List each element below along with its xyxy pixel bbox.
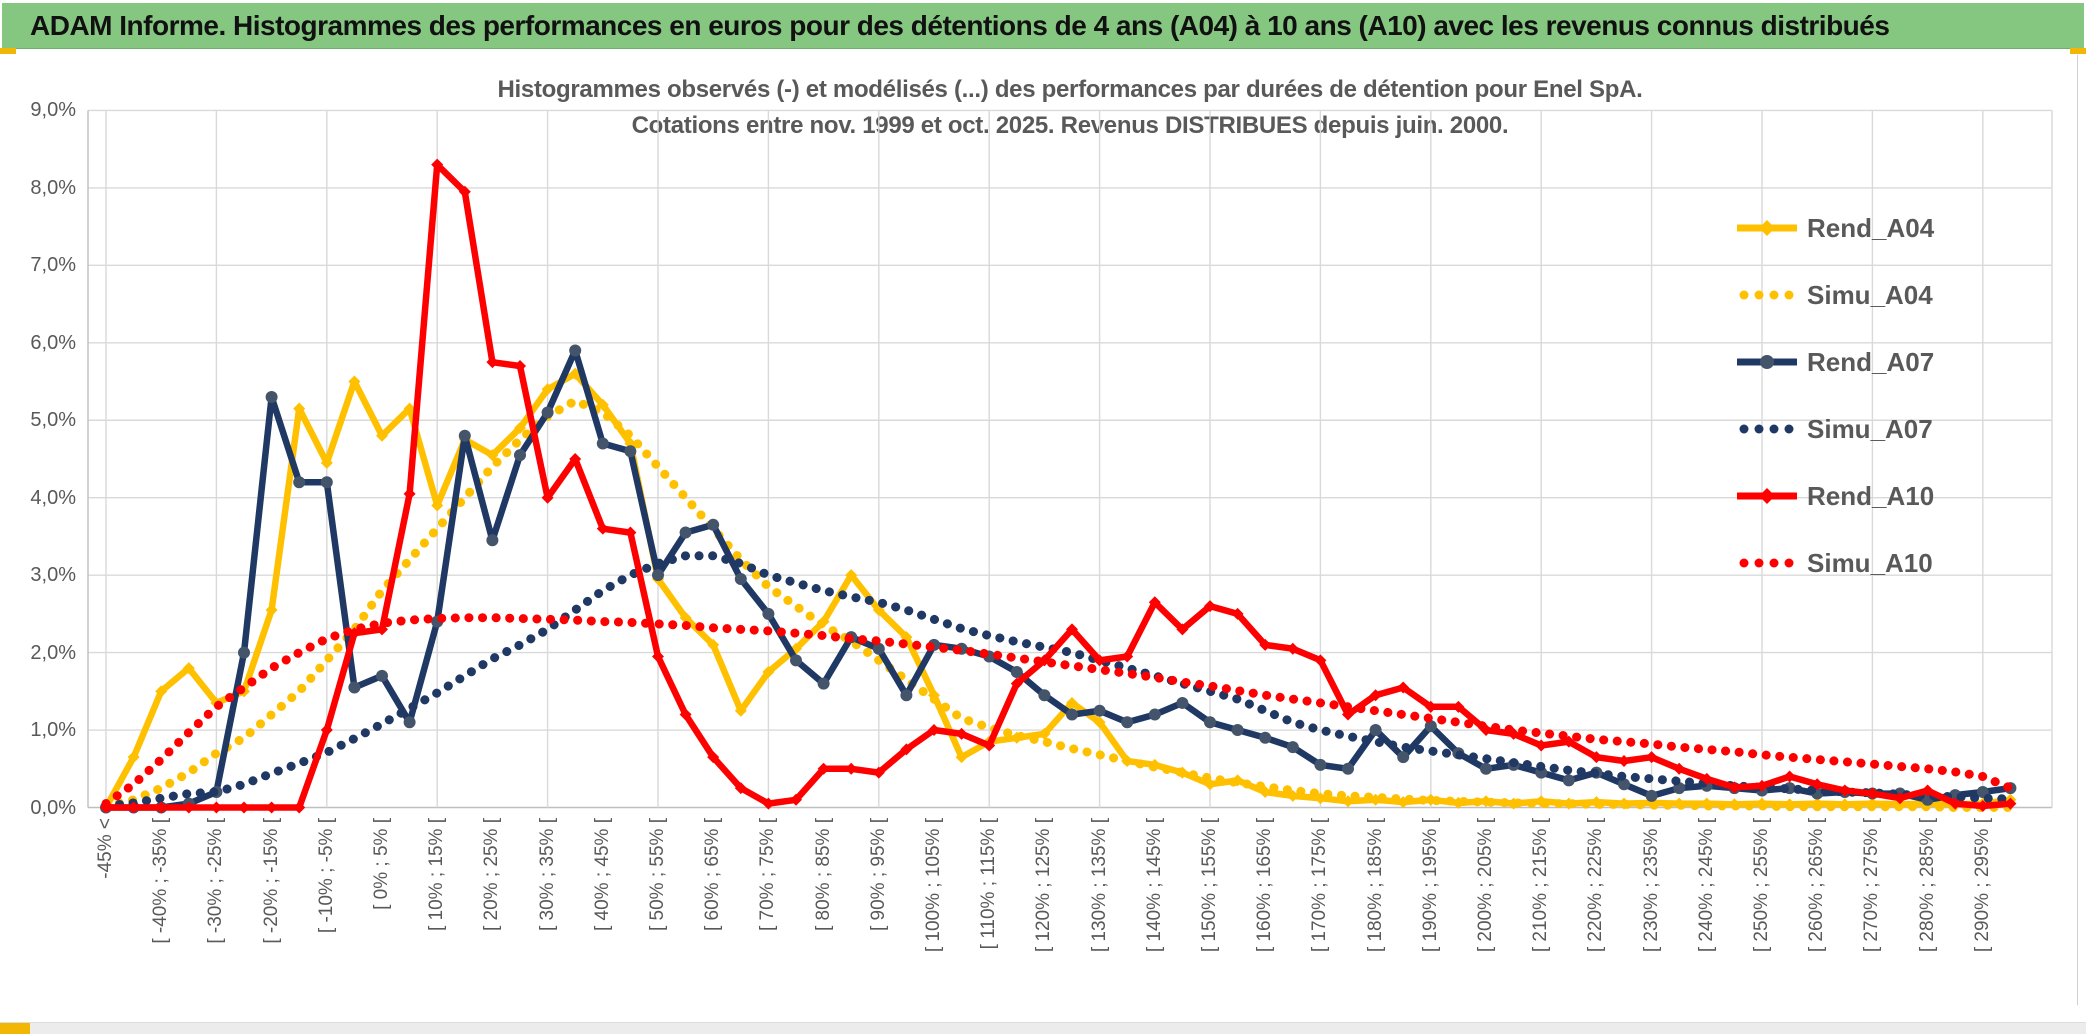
scrollbar-thumb[interactable]	[0, 1023, 30, 1034]
x-tick-38: [ 140% ; 145% [	[1143, 818, 1165, 953]
x-tick-18: [ 40% ; 45% [	[591, 818, 613, 932]
y-tick-8,0%: 8,0%	[30, 176, 76, 199]
legend-label-rend_a07: Rend_A07	[1807, 346, 1935, 377]
page-title: ADAM Informe. Histogrammes des performan…	[30, 9, 1890, 41]
x-tick-52: [ 210% ; 215% [	[1530, 818, 1552, 953]
x-tick-48: [ 190% ; 195% [	[1419, 818, 1441, 953]
x-tick-46: [ 180% ; 185% [	[1364, 818, 1386, 953]
x-tick-26: [ 80% ; 85% [	[812, 818, 834, 932]
x-tick-6: [ -20% ; -15% [	[260, 818, 282, 944]
x-tick-60: [ 250% ; 255% [	[1751, 818, 1772, 953]
x-tick-10: [ 0% ; 5% [	[371, 818, 392, 910]
x-tick-40: [ 150% ; 155% [	[1199, 818, 1220, 953]
y-tick-2,0%: 2,0%	[30, 641, 76, 664]
y-tick-5,0%: 5,0%	[30, 409, 76, 432]
x-tick-54: [ 220% ; 225% [	[1585, 818, 1607, 953]
legend-item-rend_a10[interactable]: Rend_A10	[1737, 481, 1934, 511]
y-tick-1,0%: 1,0%	[30, 719, 76, 742]
x-tick-16: [ 30% ; 35% [	[536, 818, 558, 932]
gridlines	[87, 109, 2053, 809]
y-tick-0,0%: 0,0%	[30, 796, 76, 819]
legend-swatch-dotted	[1739, 290, 1794, 300]
card-right-border	[2077, 55, 2078, 1005]
y-tick-9,0%: 9,0%	[30, 99, 76, 122]
x-tick-2: [ -40% ; -35% [	[150, 818, 172, 944]
x-tick-58: [ 240% ; 245% [	[1695, 818, 1717, 953]
y-tick-6,0%: 6,0%	[30, 331, 76, 354]
x-tick-4: [ -30% ; -25% [	[205, 818, 227, 944]
legend-label-simu_a04: Simu_A04	[1807, 279, 1933, 310]
x-tick-12: [ 10% ; 15% [	[426, 818, 448, 932]
series-rend_a10	[100, 158, 2017, 814]
x-tick-68: [ 290% ; 295% [	[1971, 818, 1993, 953]
x-tick-30: [ 100% ; 105% [	[923, 818, 944, 953]
legend-label-rend_a10: Rend_A10	[1807, 480, 1935, 511]
x-tick-56: [ 230% ; 235% [	[1640, 818, 1662, 953]
x-tick-62: [ 260% ; 265% [	[1806, 818, 1828, 953]
x-tick-0: -45% <	[95, 818, 116, 879]
y-tick-7,0%: 7,0%	[30, 254, 76, 277]
legend-item-rend_a07[interactable]: Rend_A07	[1737, 347, 1934, 377]
legend-swatch-dotted	[1739, 424, 1794, 434]
chart-title-line2: Cotations entre nov. 1999 et oct. 2025. …	[631, 112, 1509, 139]
series-simu_a07	[101, 551, 2015, 811]
legend-item-simu_a10[interactable]: Simu_A10	[1737, 548, 1933, 578]
legend-item-simu_a07[interactable]: Simu_A07	[1737, 414, 1933, 444]
x-tick-28: [ 90% ; 95% [	[867, 818, 889, 932]
legend-label-simu_a07: Simu_A07	[1807, 413, 1933, 444]
series-simu_a04	[101, 396, 2015, 812]
gold-corner-left	[0, 48, 16, 54]
legend-item-rend_a04[interactable]: Rend_A04	[1737, 213, 1934, 243]
legend-label-rend_a04: Rend_A04	[1807, 212, 1935, 243]
legend-item-simu_a04[interactable]: Simu_A04	[1737, 280, 1933, 310]
y-tick-4,0%: 4,0%	[30, 486, 76, 509]
x-tick-42: [ 160% ; 165% [	[1254, 818, 1276, 953]
x-tick-22: [ 60% ; 65% [	[702, 818, 724, 932]
x-tick-32: [ 110% ; 115% [	[978, 818, 1000, 950]
y-tick-3,0%: 3,0%	[30, 564, 76, 587]
legend-label-simu_a10: Simu_A10	[1807, 547, 1933, 578]
x-tick-20: [ 50% ; 55% [	[647, 818, 668, 932]
chart-card	[2, 55, 2078, 1015]
legend-swatch-solid	[1737, 220, 1797, 236]
x-tick-66: [ 280% ; 285% [	[1916, 818, 1938, 953]
x-tick-14: [ 20% ; 25% [	[481, 818, 503, 932]
x-tick-34: [ 120% ; 125% [	[1033, 818, 1055, 953]
x-tick-8: [ -10% ; -5% [	[315, 818, 337, 934]
chart-title-line1: Histogrammes observés (-) et modélisés (…	[497, 76, 1643, 103]
x-tick-36: [ 130% ; 135% [	[1088, 818, 1110, 953]
x-tick-50: [ 200% ; 205% [	[1475, 818, 1496, 953]
page-header: ADAM Informe. Histogrammes des performan…	[2, 3, 2084, 49]
legend-swatch-dotted	[1739, 558, 1794, 568]
x-tick-44: [ 170% ; 175% [	[1309, 818, 1331, 953]
x-tick-24: [ 70% ; 75% [	[757, 818, 779, 932]
legend-swatch-solid	[1737, 355, 1797, 369]
horizontal-scrollbar[interactable]	[0, 1022, 2086, 1034]
legend-swatch-solid	[1737, 488, 1797, 504]
x-tick-64: [ 270% ; 275% [	[1861, 818, 1883, 953]
gold-corner-right	[2070, 48, 2086, 54]
